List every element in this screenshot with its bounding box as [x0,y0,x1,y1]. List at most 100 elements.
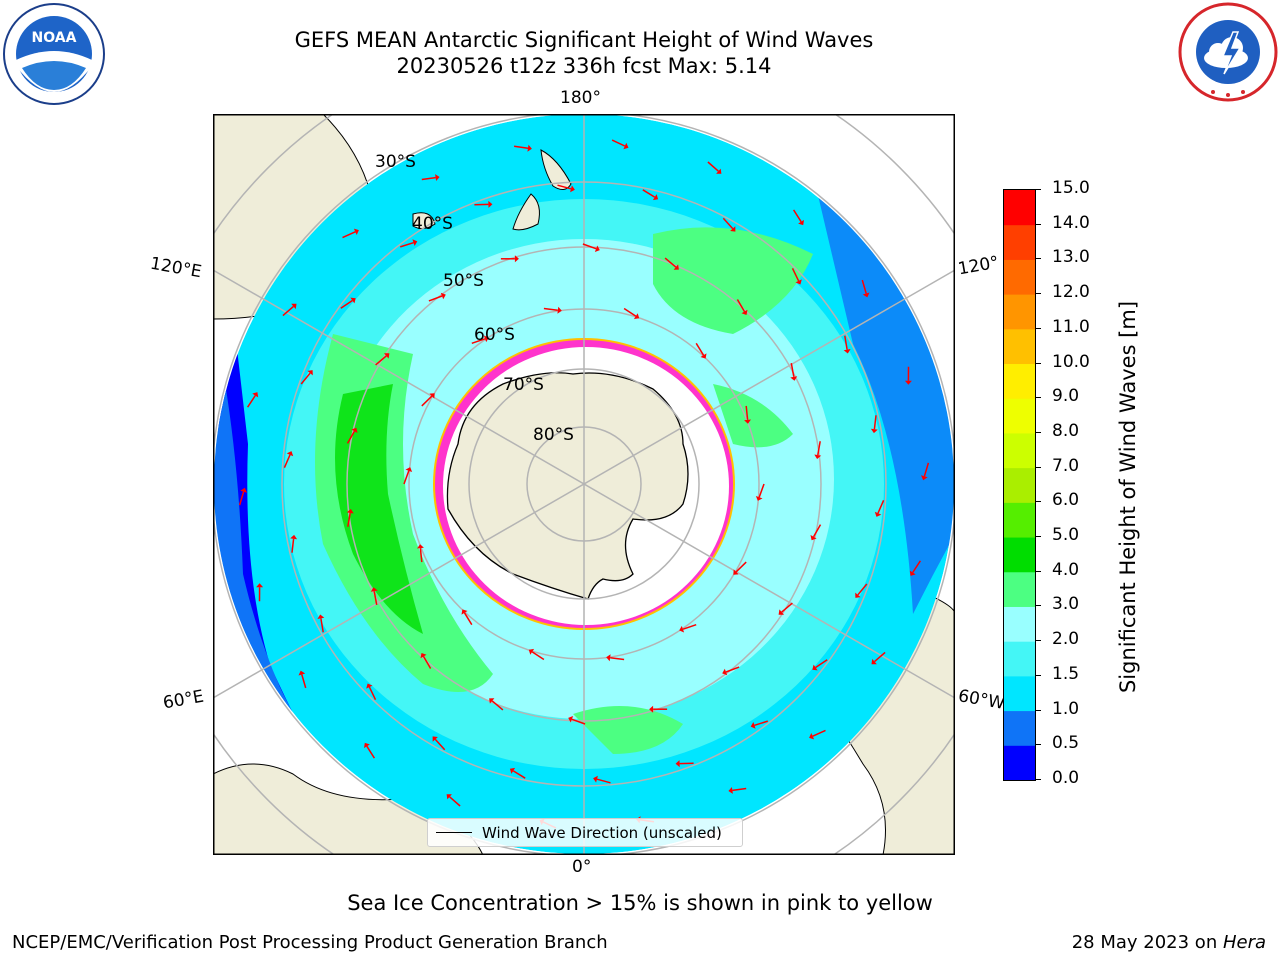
wave-arrow-shaft [346,430,356,444]
colorbar-tick-mark [1035,779,1041,780]
wave-arrow-head [256,583,264,588]
colorbar-swatch [1004,675,1035,712]
wave-arrow-shaft [373,591,378,606]
wave-arrow-shaft [543,307,558,312]
wave-arrow-shaft [282,305,294,317]
wave-arrow-head [417,544,424,549]
colorbar-tick-mark [1035,744,1041,746]
colorbar-swatch [1004,641,1035,677]
colorbar-tick-label: 12.0 [1052,282,1090,303]
map-panel [136,36,1032,932]
wave-arrow-shaft [399,241,414,248]
lat-label-70s: 70°S [503,375,544,395]
wave-arrow-head [700,353,707,359]
colorbar-tick-label: 0.5 [1052,733,1080,754]
colorbar-label: Significant Height of Wind Waves [m] [1116,300,1140,694]
colorbar-tick-label: 15.0 [1052,178,1090,198]
wave-arrow-shaft [758,483,765,498]
lat-label-30s: 30°S [375,152,416,172]
wave-arrow-head [509,767,516,774]
wave-arrow-shaft [732,787,747,792]
wave-arrow-head [795,279,802,285]
wave-arrow-shaft [246,395,256,408]
wave-arrow-head [405,467,413,472]
sea-ice-caption: Sea Ice Concentration > 15% is shown in … [347,891,933,915]
wave-arrow-head [652,194,659,201]
wave-arrow-shaft [707,161,719,172]
wave-arrow-shaft [912,560,922,573]
wave-arrow-head [489,698,495,704]
wave-arrow-shaft [695,342,705,356]
wave-arrow-shaft [877,500,885,514]
wave-arrow-head [921,475,928,481]
wave-arrow-shaft [342,231,356,239]
wave-arrow-shaft [238,491,245,506]
lat-label-40s: 40°S [412,214,453,234]
wave-arrow-head [557,306,562,314]
wave-arrow-head [570,185,575,193]
wave-arrow-shaft [611,139,626,147]
wave-arrow-shaft [421,395,433,407]
wave-arrow-head [307,370,313,376]
wave-arrow-head [728,787,733,794]
colorbar-tick-label: 4.0 [1052,559,1080,580]
colorbar-tick-mark [1035,640,1041,642]
wave-arrow-head [904,380,912,385]
wave-arrow-head [594,245,600,252]
wave-arrow-shaft [368,686,377,701]
wave-arrow-shaft [422,656,432,669]
noaa-logo: NOAA [2,2,106,110]
wave-arrow-head [412,239,418,246]
map-legend: Wind Wave Direction (unscaled) [427,818,743,847]
wave-arrow-shaft [347,512,351,527]
wave-arrow-shaft [375,355,387,366]
wave-arrow-shaft [571,718,586,725]
wave-arrow-shaft [596,778,611,784]
wave-arrow-head [364,742,370,749]
colorbar-tick-label: 6.0 [1052,490,1080,511]
wave-arrow-shaft [300,372,311,385]
legend-label: Wind Wave Direction (unscaled) [482,823,722,842]
wave-arrow-head [810,535,817,541]
lat-label-50s: 50°S [443,271,484,291]
wave-arrow-head [741,309,748,315]
lon-label-60w: 60°W [956,686,1007,714]
date-text: 28 May 2023 on Hera [1072,932,1266,953]
wave-arrow-head [488,200,493,208]
wave-arrow-head [871,658,877,665]
wave-arrow-head [870,428,878,434]
wave-arrow-shaft [792,209,802,223]
wave-arrow-shaft [754,720,769,727]
wave-arrow-shaft [340,299,353,309]
colorbar-tick-mark [1035,431,1041,433]
wave-arrow-head [240,487,247,493]
wave-arrow-head [353,228,359,235]
wave-arrow-shaft [725,666,740,673]
wave-arrow-shaft [320,618,324,633]
wave-arrow-head [370,587,378,592]
wave-arrow-shaft [790,362,795,377]
wave-arrow-shaft [471,338,486,345]
wave-arrow-shaft [491,700,504,711]
wave-arrow-shaft [623,307,637,317]
colorbar-swatches [1004,190,1035,781]
colorbar-swatch [1004,467,1035,503]
colorbar-swatch [1004,606,1035,642]
colorbar-swatch [1004,745,1035,781]
wave-arrow-head [633,313,640,320]
noaa-logo-text: NOAA [32,30,77,46]
wave-arrow-head [798,219,804,226]
colorbar-tick-mark [1035,397,1041,399]
colorbar-tick-label: 8.0 [1052,420,1080,441]
colorbar-tick-label: 2.0 [1052,629,1080,650]
wave-arrow-shaft [582,243,597,250]
polar-map [136,36,1032,932]
wave-arrow-head [446,794,452,800]
wave-arrow-shaft [301,674,307,689]
wave-arrow-head [874,511,882,517]
chart-title: GEFS MEAN Antarctic Significant Height o… [294,28,874,52]
wave-arrow-shaft [557,184,572,190]
wave-arrow-head [429,393,435,399]
wave-arrow-head [420,653,427,659]
wave-arrow-shaft [791,267,800,282]
